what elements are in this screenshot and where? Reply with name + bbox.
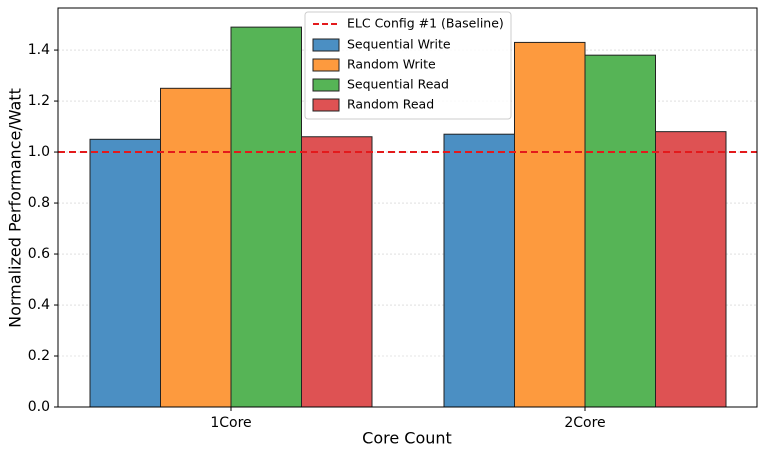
y-tick-label: 0.6 <box>28 246 50 262</box>
y-tick-label: 1.2 <box>28 93 50 109</box>
legend-label: Sequential Read <box>347 77 449 92</box>
x-tick-label: 1Core <box>210 415 251 431</box>
legend-label: Random Read <box>347 97 434 112</box>
bar <box>514 41 586 408</box>
y-tick-label: 0.2 <box>28 348 50 364</box>
legend-frame <box>304 11 512 120</box>
bar <box>230 26 302 408</box>
legend-label: ELC Config #1 (Baseline) <box>347 16 504 31</box>
y-axis-label: Normalized Performance/Watt <box>6 88 25 328</box>
legend-label: Sequential Write <box>347 37 451 52</box>
bar <box>655 131 727 408</box>
bar <box>584 54 656 408</box>
legend-swatch <box>312 98 340 112</box>
x-tick-label: 2Core <box>564 415 605 431</box>
x-axis-label: Core Count <box>362 429 452 448</box>
legend-swatch <box>312 38 340 52</box>
y-tick-label: 1.0 <box>28 144 50 160</box>
plot-frame <box>57 7 758 408</box>
y-tick-label: 0.8 <box>28 195 50 211</box>
bar <box>160 87 232 408</box>
y-tick-label: 0.4 <box>28 297 50 313</box>
legend-swatch <box>312 58 340 72</box>
legend-label: Random Write <box>347 57 436 72</box>
y-tick-label: 1.4 <box>28 42 50 58</box>
legend-swatch <box>312 78 340 92</box>
legend: ELC Config #1 (Baseline) Sequential Write… <box>304 11 512 120</box>
y-tick-label: 0.0 <box>28 399 50 415</box>
bar <box>301 136 373 408</box>
bar <box>89 138 161 408</box>
bar <box>443 133 515 408</box>
